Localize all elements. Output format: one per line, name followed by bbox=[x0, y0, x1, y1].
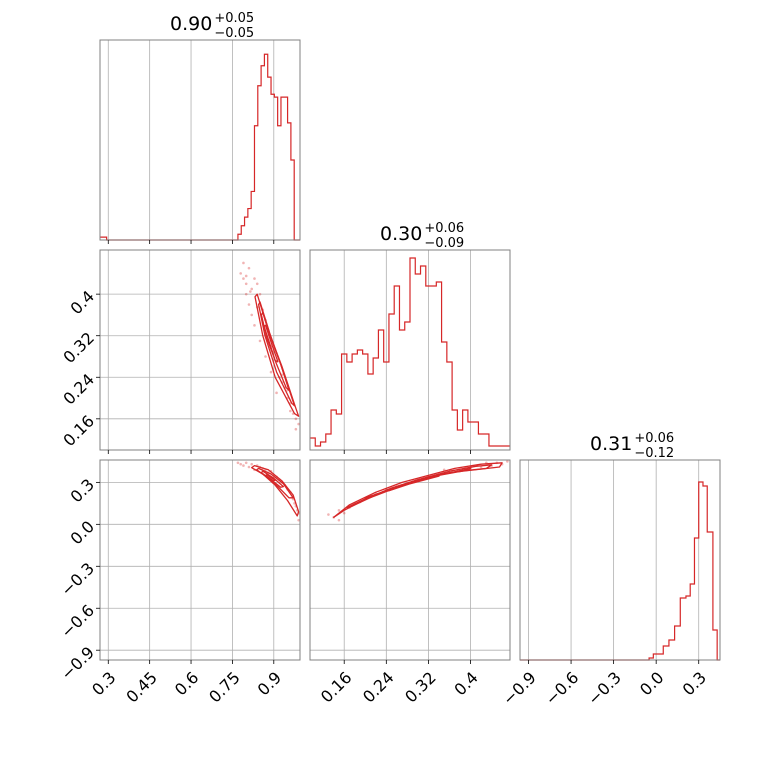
y-tick-label: −0.3 bbox=[57, 559, 98, 600]
sample-point bbox=[247, 266, 251, 270]
sample-point bbox=[297, 518, 300, 522]
y-tick-label: 0.3 bbox=[67, 475, 98, 506]
sample-point bbox=[247, 465, 251, 469]
contour-level-4 bbox=[263, 324, 279, 363]
sample-point bbox=[294, 417, 298, 421]
panel-title-minus: −0.12 bbox=[634, 446, 674, 461]
contour-panel-2-1: 0.16 0.24 0.32 0.4 bbox=[309, 459, 511, 707]
sample-point bbox=[258, 339, 262, 343]
sample-point bbox=[239, 462, 242, 466]
histogram-panel-0-0: 0.90 +0.05−0.05 bbox=[99, 11, 301, 244]
panel-title-median: 0.30 bbox=[380, 223, 422, 245]
sample-point bbox=[249, 290, 252, 293]
sample-point bbox=[506, 460, 509, 463]
panel-title-plus: +0.06 bbox=[424, 221, 464, 236]
contour-level-4 bbox=[264, 474, 276, 482]
x-tick-label: 0.16 bbox=[317, 668, 356, 707]
contour-level-2 bbox=[256, 467, 294, 499]
sample-point bbox=[275, 391, 278, 395]
panel-title-plus: +0.06 bbox=[634, 431, 674, 446]
sample-point bbox=[337, 509, 341, 512]
sample-point bbox=[253, 324, 256, 327]
sample-point bbox=[250, 287, 254, 291]
panel-frame bbox=[99, 249, 301, 451]
y-tick-label: 0.24 bbox=[59, 370, 98, 409]
y-tick-label: 0.4 bbox=[67, 287, 98, 318]
panel-frame bbox=[99, 459, 301, 661]
x-tick-label: 0.4 bbox=[450, 668, 481, 699]
x-tick-label: 0.3 bbox=[679, 668, 710, 699]
x-tick-label: 0.3 bbox=[88, 668, 119, 699]
sample-point bbox=[289, 409, 292, 413]
contour-level-1 bbox=[251, 464, 300, 517]
sample-point bbox=[236, 461, 240, 465]
sample-point bbox=[250, 313, 254, 317]
contour-panel-1-0: 0.160.240.32 0.4 bbox=[59, 249, 301, 454]
contour-level-3 bbox=[364, 467, 472, 500]
panel-frame bbox=[519, 459, 721, 661]
x-tick-label: −0.6 bbox=[541, 668, 582, 709]
x-tick-label: −0.3 bbox=[584, 668, 625, 709]
sample-point bbox=[242, 261, 245, 265]
x-tick-label: 0.32 bbox=[401, 668, 440, 707]
contour-level-4 bbox=[385, 475, 440, 492]
sample-point bbox=[250, 462, 254, 466]
histogram-panel-1-1: 0.30 +0.06−0.09 bbox=[309, 221, 511, 454]
sample-point bbox=[255, 282, 259, 286]
panel-title-minus: −0.09 bbox=[424, 236, 464, 251]
panel-title-median: 0.31 bbox=[590, 433, 632, 455]
x-tick-label: 0.24 bbox=[359, 668, 398, 707]
contour-level-3 bbox=[260, 311, 290, 391]
sample-point bbox=[264, 355, 267, 358]
sample-point bbox=[342, 511, 346, 515]
panel-title-minus: −0.05 bbox=[214, 26, 254, 41]
sample-point bbox=[242, 464, 245, 467]
sample-point bbox=[294, 427, 298, 431]
x-tick-label: −0.9 bbox=[499, 668, 540, 709]
x-tick-label: 0.9 bbox=[254, 668, 285, 699]
x-tick-label: 0.0 bbox=[636, 668, 667, 699]
y-tick-label: 0.0 bbox=[67, 517, 98, 548]
y-tick-label: 0.16 bbox=[59, 411, 98, 450]
panel-frame bbox=[99, 39, 301, 241]
contour-level-3 bbox=[260, 470, 285, 488]
histogram-step-line bbox=[520, 481, 720, 661]
sample-point bbox=[269, 370, 273, 374]
contour-level-1 bbox=[333, 462, 503, 518]
sample-point bbox=[258, 292, 262, 296]
sample-point bbox=[327, 513, 330, 516]
sample-point bbox=[247, 303, 251, 306]
contour-panel-2-0: 0.3 0.45 0.6 0.75 0.9−0.9−0.6−0.30.00.3 bbox=[57, 459, 301, 707]
sample-point bbox=[297, 422, 300, 426]
sample-point bbox=[244, 274, 248, 278]
x-tick-label: 0.6 bbox=[171, 668, 202, 699]
sample-point bbox=[242, 277, 245, 280]
sample-point bbox=[337, 518, 341, 522]
panel-frame bbox=[309, 459, 511, 661]
histogram-step-line bbox=[100, 53, 300, 241]
panel-frame bbox=[309, 249, 511, 451]
y-tick-label: −0.6 bbox=[57, 601, 98, 642]
panel-title-plus: +0.05 bbox=[214, 11, 254, 26]
histogram-panel-2-2: −0.9 −0.6 −0.3 0.0 0.3 0.31 +0.06−0.12 bbox=[499, 431, 721, 709]
histogram-step-line bbox=[310, 257, 510, 447]
sample-point bbox=[239, 272, 242, 275]
x-tick-label: 0.75 bbox=[205, 668, 244, 707]
sample-point bbox=[253, 277, 256, 280]
y-tick-label: −0.9 bbox=[57, 643, 98, 684]
sample-point bbox=[244, 292, 248, 296]
panel-title-median: 0.90 bbox=[170, 13, 212, 35]
x-tick-label: 0.45 bbox=[122, 668, 161, 707]
y-tick-label: 0.32 bbox=[59, 328, 98, 367]
contour-level-2 bbox=[346, 464, 493, 509]
sample-point bbox=[244, 461, 248, 465]
sample-point bbox=[244, 282, 248, 286]
